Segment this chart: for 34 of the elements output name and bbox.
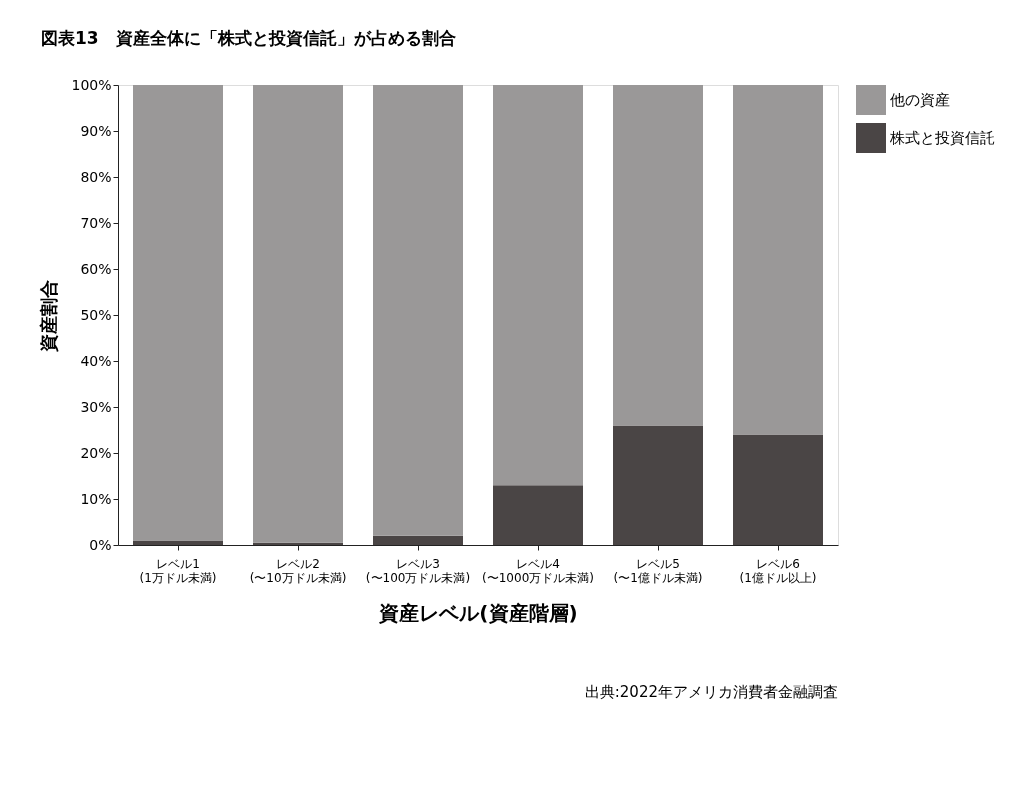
legend-label: 他の資産 [890,91,950,109]
bar [493,485,583,545]
y-tick-label: 80% [80,168,112,185]
y-tick-label: 60% [80,260,112,277]
bar [733,85,823,435]
source-note: 出典:2022年アメリカ消費者金融調査 [584,683,838,701]
x-tick-label: レベル2(〜10万ドル未満) [249,556,347,585]
x-tick-label: レベル1(1万ドル未満) [139,556,217,585]
legend-label: 株式と投資信託 [889,129,995,147]
y-tick-label: 40% [80,352,112,369]
x-tick-label: レベル5(〜1億ドル未満) [613,556,703,585]
y-tick-label: 30% [80,398,112,415]
bar [493,85,583,486]
y-tick-label: 90% [80,122,112,139]
bar [253,85,343,543]
bar [133,85,223,541]
y-tick-label: 70% [80,214,112,231]
x-tick-label: レベル4(〜1000万ドル未満) [482,556,594,585]
y-tick-label: 10% [80,490,112,507]
bar [613,425,703,545]
chart-title: 図表13 資産全体に「株式と投資信託」が占める割合 [40,28,456,48]
y-tick-label: 20% [80,444,112,461]
x-axis-title: 資産レベル(資産階層) [378,600,578,625]
bar [133,540,223,545]
y-tick-label: 0% [89,536,112,553]
bar [733,434,823,545]
bar [613,85,703,426]
bar [373,535,463,545]
x-tick-label: レベル6(1億ドル以上) [739,556,817,585]
y-axis-title: 資産割合 [38,279,60,353]
bar [373,85,463,536]
y-tick-label: 100% [71,76,112,93]
x-tick-label: レベル3(〜100万ドル未満) [365,556,471,585]
y-tick-label: 50% [80,306,112,323]
